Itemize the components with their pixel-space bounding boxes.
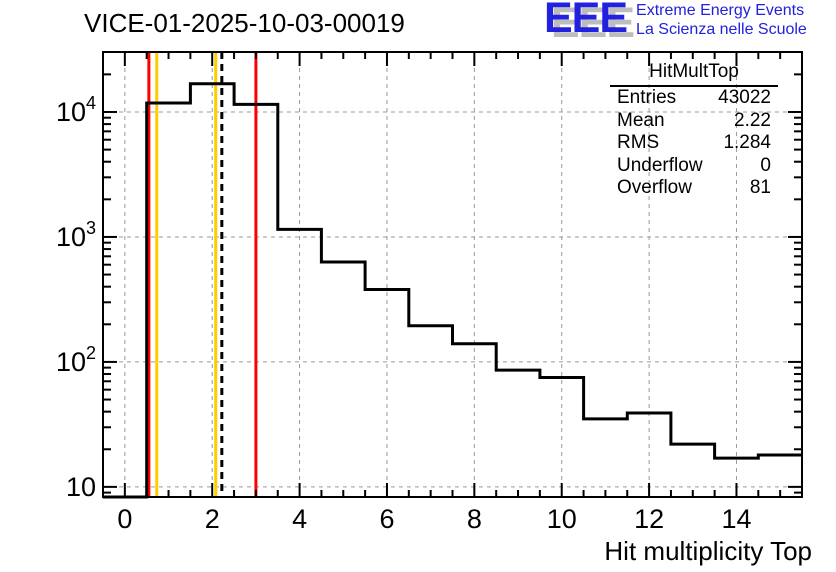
stats-row-value: 0 <box>760 154 771 176</box>
eee-logo-text: Extreme Energy Events La Scienza nelle S… <box>636 1 807 39</box>
stats-row: Underflow 0 <box>610 155 778 178</box>
x-tick-label: 6 <box>379 504 394 534</box>
eee-logo-acronym: EEE <box>544 0 628 42</box>
stats-row: Mean 2.22 <box>610 110 778 133</box>
stats-row-value: 2.22 <box>734 109 771 131</box>
stats-row-label: Overflow <box>617 177 692 198</box>
x-tick-label: 4 <box>292 504 307 534</box>
y-tick-label: 103 <box>56 218 96 252</box>
stats-row-label: Entries <box>617 87 677 108</box>
y-tick-label: 102 <box>56 343 96 377</box>
x-tick-label: 2 <box>205 504 220 534</box>
stats-row-value: 81 <box>749 177 771 198</box>
x-axis-title: Hit multiplicity Top <box>604 536 812 566</box>
stats-row-value: 1.284 <box>723 132 771 153</box>
histogram-line <box>103 82 802 499</box>
eee-logo-line2: La Scienza nelle Scuole <box>636 21 807 38</box>
stats-row: Entries 43022 <box>610 87 778 110</box>
eee-logo: EEE Extreme Energy Events La Scienza nel… <box>544 0 807 40</box>
stats-row-value: 43022 <box>718 87 771 108</box>
stats-box-rows: Entries 43022 Mean 2.22 RMS 1.284 Underflow 0 Ov… <box>610 87 778 200</box>
stats-row: Overflow 81 <box>610 177 778 200</box>
x-tick-label: 0 <box>117 504 132 534</box>
eee-logo-line1: Extreme Energy Events <box>636 2 805 19</box>
stats-row-label: Mean <box>617 109 665 131</box>
x-tick-label: 14 <box>721 504 751 534</box>
stats-row-label: Underflow <box>617 154 703 176</box>
plot-title: VICE-01-2025-10-03-00019 <box>84 8 405 38</box>
y-tick-label: 10 <box>66 472 96 502</box>
stats-row-label: RMS <box>617 132 660 153</box>
x-tick-label: 12 <box>634 504 664 534</box>
x-tick-label: 10 <box>547 504 577 534</box>
x-tick-label: 8 <box>467 504 482 534</box>
stats-row: RMS 1.284 <box>610 132 778 155</box>
stats-box-title: HitMultTop <box>610 61 778 87</box>
stats-box: HitMultTop Entries 43022 Mean 2.22 RMS 1.284 U… <box>610 61 778 200</box>
y-tick-label: 104 <box>56 93 96 127</box>
